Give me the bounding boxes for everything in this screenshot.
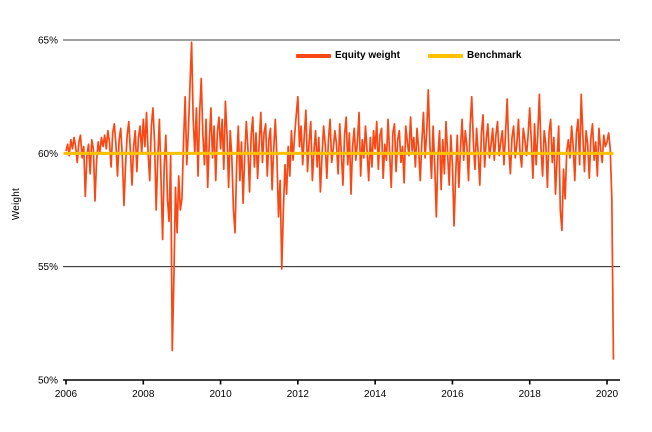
x-tick-label: 2020 xyxy=(596,389,619,400)
equity-weight-swatch-icon xyxy=(296,53,331,58)
y-axis-title: Weight xyxy=(11,188,22,221)
x-tick-label: 2010 xyxy=(209,389,232,400)
legend-label-equity-weight: Equity weight xyxy=(335,50,400,61)
equity-weight-line xyxy=(65,41,615,360)
y-tick-label: 55% xyxy=(38,262,58,273)
x-tick-label: 2018 xyxy=(519,389,542,400)
benchmark-swatch-icon xyxy=(428,53,463,58)
y-tick-label: 60% xyxy=(38,149,58,160)
legend-label-benchmark: Benchmark xyxy=(467,50,522,61)
legend-item-equity-weight: Equity weight xyxy=(296,50,400,61)
x-tick-label: 2016 xyxy=(441,389,464,400)
x-tick-label: 2012 xyxy=(287,389,310,400)
y-tick-label: 50% xyxy=(38,376,58,387)
x-tick-label: 2008 xyxy=(132,389,155,400)
x-tick-label: 2006 xyxy=(55,389,78,400)
legend: Equity weight Benchmark xyxy=(296,50,521,61)
y-tick-label: 65% xyxy=(38,36,58,47)
legend-item-benchmark: Benchmark xyxy=(428,50,521,61)
x-tick-label: 2014 xyxy=(364,389,387,400)
